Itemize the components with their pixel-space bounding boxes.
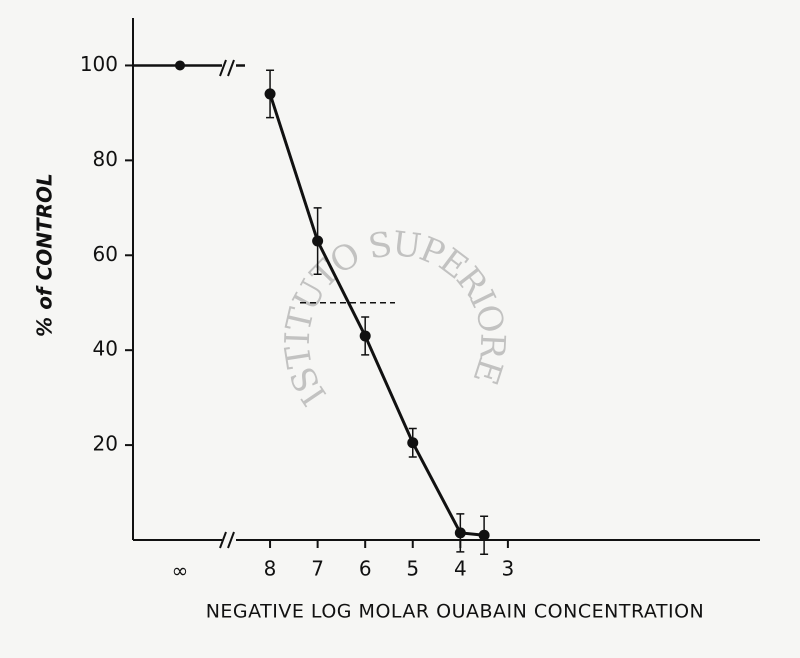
control-point [175,60,185,71]
x-tick-label: 3 [502,557,515,581]
watermark-text: ISTITUTO SUPERIORE DI SANITÀ [0,0,512,412]
data-point [312,235,324,247]
x-tick-label: 5 [406,557,419,581]
data-point [407,437,419,449]
x-tick-label: 6 [359,557,372,581]
data-point [454,527,466,539]
x-axis-title: NEGATIVE LOG MOLAR OUABAIN CONCENTRATION [206,601,705,623]
data-point [478,529,490,541]
axes [132,18,760,549]
data-point [264,88,276,100]
y-axis-title: % of CONTROL [33,173,57,337]
y-tick-label: 40 [93,337,118,361]
y-tick-label: 60 [93,242,118,266]
x-tick-label: 8 [264,557,277,581]
x-tick-label: 4 [454,557,467,581]
x-tick-label: 7 [311,557,324,581]
y-tick-label: 80 [93,147,118,171]
axis-break [219,531,235,549]
y-tick-label: 100 [80,52,118,76]
watermark: ISTITUTO SUPERIORE DI SANITÀ [0,0,512,412]
curve-break [219,59,235,77]
data-point [359,330,371,342]
x-tick-label: ∞ [172,559,189,583]
y-tick-label: 20 [93,432,118,456]
